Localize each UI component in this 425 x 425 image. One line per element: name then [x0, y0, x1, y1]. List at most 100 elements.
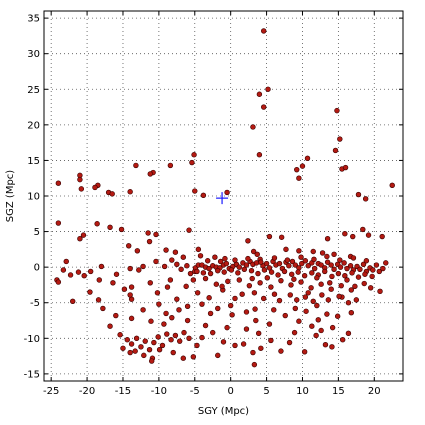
data-point — [159, 342, 166, 349]
data-point — [256, 91, 263, 97]
data-point — [128, 315, 135, 322]
data-point — [153, 258, 159, 265]
y-tick-label: 10 — [27, 192, 40, 203]
data-point — [296, 318, 302, 324]
data-point — [180, 254, 186, 260]
data-point — [94, 221, 100, 227]
data-point — [294, 297, 300, 303]
data-point — [184, 317, 191, 324]
data-point — [337, 136, 343, 142]
data-point — [215, 268, 221, 274]
data-point — [92, 184, 98, 191]
data-point — [220, 339, 227, 345]
y-tick-label: 30 — [27, 49, 40, 60]
y-tick-label: 35 — [27, 14, 40, 25]
data-point — [353, 297, 360, 303]
data-point — [167, 277, 174, 283]
data-point — [268, 269, 275, 275]
data-point — [70, 298, 76, 305]
data-point — [350, 255, 357, 261]
data-point — [98, 263, 105, 270]
y-tick-label: -15 — [24, 369, 40, 380]
x-tick-label: -20 — [79, 386, 95, 397]
data-point — [256, 152, 263, 158]
data-point — [315, 317, 321, 323]
y-axis-ticks: -15 -10 -5 0 5 10 15 20 25 30 35 — [24, 14, 403, 380]
data-point — [334, 313, 341, 319]
data-point — [174, 261, 180, 268]
data-point — [210, 329, 216, 336]
data-point — [310, 298, 316, 305]
data-point — [117, 332, 123, 338]
data-point — [367, 285, 374, 291]
data-point — [361, 280, 367, 287]
data-point — [304, 155, 311, 161]
data-point — [77, 235, 83, 242]
data-point — [311, 265, 318, 272]
data-point — [296, 175, 302, 181]
data-point — [146, 238, 153, 245]
data-point — [342, 164, 349, 171]
data-point — [278, 277, 284, 284]
data-point — [155, 334, 161, 340]
data-point — [328, 286, 334, 292]
data-point — [252, 306, 258, 312]
data-point — [148, 318, 154, 324]
data-point — [145, 230, 151, 236]
data-point — [147, 171, 153, 177]
data-point — [291, 276, 297, 282]
data-point — [132, 348, 138, 354]
data-point — [263, 260, 270, 267]
data-point — [327, 280, 333, 286]
data-point — [206, 265, 212, 272]
data-point — [213, 281, 220, 287]
data-point — [255, 270, 261, 277]
data-point — [224, 189, 230, 196]
data-point — [207, 270, 214, 277]
data-point — [261, 267, 268, 273]
data-point — [287, 292, 293, 298]
data-point — [251, 361, 258, 368]
x-tick-label: 15 — [332, 386, 345, 397]
x-tick-label: 20 — [368, 386, 381, 397]
data-point — [258, 259, 264, 265]
data-point — [286, 339, 293, 346]
data-point — [241, 266, 248, 272]
data-point — [338, 282, 344, 289]
data-point — [207, 310, 214, 317]
data-point — [253, 317, 259, 324]
data-point — [281, 268, 288, 275]
data-point — [342, 231, 348, 237]
data-point — [194, 342, 200, 349]
data-point — [337, 257, 343, 263]
data-point — [331, 251, 337, 258]
data-point — [248, 268, 255, 274]
data-point — [318, 281, 324, 287]
data-point — [314, 275, 320, 281]
data-point — [113, 312, 119, 319]
data-point — [268, 337, 274, 344]
data-point — [67, 272, 74, 278]
data-point — [126, 243, 132, 249]
data-point — [324, 311, 330, 317]
y-tick-label: 25 — [27, 85, 40, 96]
data-point — [127, 265, 133, 272]
data-point — [246, 282, 253, 289]
data-point — [141, 352, 147, 359]
data-point — [261, 295, 267, 302]
x-axis-label: SGY (Mpc) — [198, 406, 249, 417]
data-point — [329, 273, 335, 280]
data-point — [271, 291, 278, 297]
data-point — [224, 324, 230, 331]
data-point — [184, 263, 190, 269]
data-point — [149, 358, 155, 364]
data-point — [178, 266, 184, 272]
data-point — [138, 344, 144, 350]
data-point — [291, 329, 298, 336]
data-point — [55, 279, 62, 285]
data-point — [120, 345, 126, 351]
data-point — [227, 302, 234, 309]
data-point — [186, 227, 192, 233]
data-point — [161, 263, 168, 270]
data-point — [232, 342, 238, 349]
